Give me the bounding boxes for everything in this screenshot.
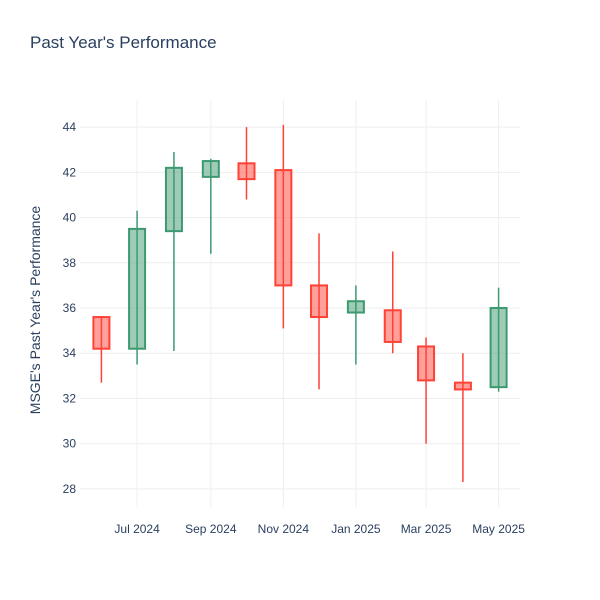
candle-body [274, 169, 293, 287]
x-tick-label: May 2025 [472, 522, 525, 536]
chart-title: Past Year's Performance [30, 33, 217, 52]
x-axis-ticks: Jul 2024 Sep 2024 Nov 2024 Jan 2025 Mar 2025… [114, 522, 525, 536]
y-tick-label: 42 [63, 165, 77, 179]
x-tick-label: Jan 2025 [331, 522, 381, 536]
candle-body [453, 381, 472, 391]
y-tick-label: 30 [63, 437, 77, 451]
candle-body [383, 309, 402, 343]
candle-decreasing [237, 127, 256, 200]
x-tick-label: Sep 2024 [185, 522, 237, 536]
y-tick-label: 34 [63, 346, 77, 360]
candle-body [489, 307, 508, 389]
candle-increasing [164, 152, 183, 351]
y-tick-label: 44 [63, 120, 77, 134]
y-axis-ticks: 28 30 32 34 36 38 40 42 44 [63, 120, 77, 496]
y-tick-label: 40 [63, 211, 77, 225]
candles [92, 124, 508, 483]
candle-body [346, 300, 365, 314]
candle-decreasing [274, 124, 293, 329]
candle-decreasing [417, 337, 436, 444]
y-tick-label: 28 [63, 482, 77, 496]
y-tick-label: 38 [63, 256, 77, 270]
candle-increasing [489, 287, 508, 392]
candle-decreasing [383, 251, 402, 354]
y-tick-label: 36 [63, 301, 77, 315]
candle-body [237, 162, 256, 181]
candle-body [310, 284, 329, 319]
candle-decreasing [92, 316, 111, 383]
candle-increasing [346, 285, 365, 365]
candle-body [128, 227, 147, 350]
y-tick-label: 32 [63, 391, 77, 405]
candle-increasing [128, 210, 147, 365]
candle-decreasing [453, 353, 472, 483]
x-tick-label: Mar 2025 [401, 522, 452, 536]
candle-body [92, 316, 111, 350]
candle-increasing [201, 158, 220, 254]
y-axis-title: MSGE's Past Year's Performance [27, 206, 43, 415]
candle-body [417, 345, 436, 382]
x-tick-label: Jul 2024 [114, 522, 160, 536]
candle-decreasing [310, 233, 329, 390]
x-tick-label: Nov 2024 [258, 522, 310, 536]
candle-body [164, 166, 183, 233]
candle-body [201, 160, 220, 178]
